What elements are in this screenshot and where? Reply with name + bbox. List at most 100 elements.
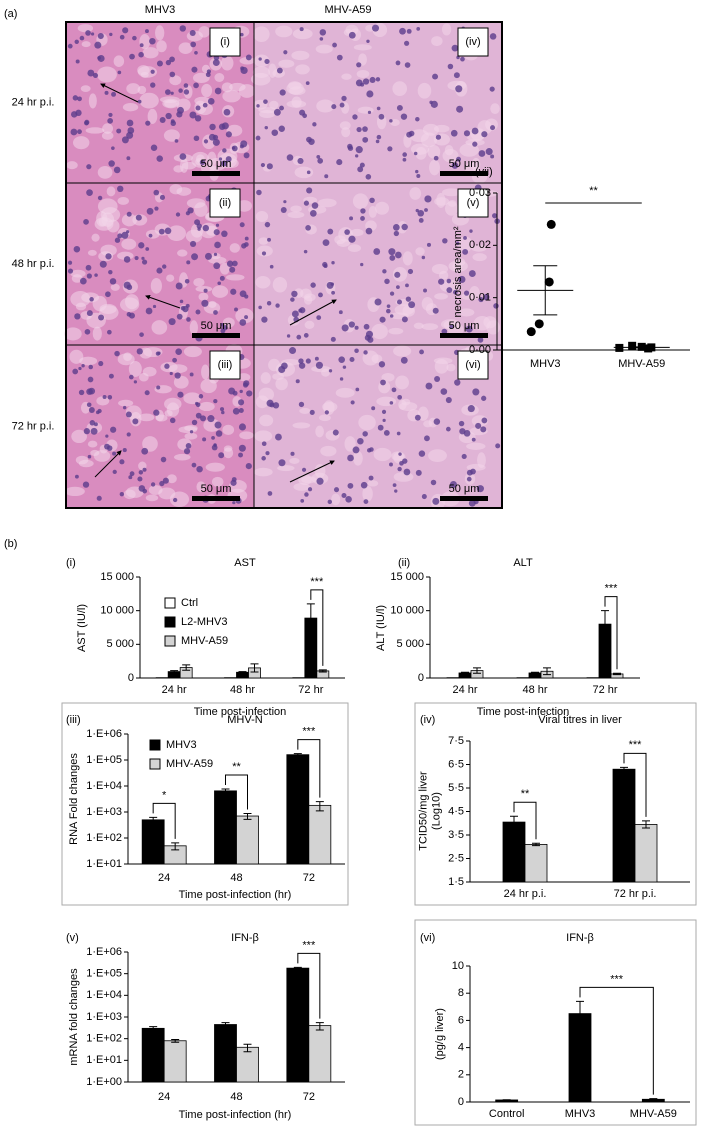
row-label: 24 hr p.i. (12, 96, 55, 108)
nucleus (87, 376, 94, 383)
nucleus (77, 96, 82, 102)
cell-label-box (457, 27, 489, 57)
nucleus (408, 301, 416, 309)
tissue-patch (339, 121, 351, 130)
nucleus (415, 116, 420, 122)
nucleus (318, 292, 323, 298)
tissue-patch (434, 293, 448, 300)
nucleus (212, 138, 220, 146)
nucleus (112, 451, 117, 456)
tissue-patch (286, 82, 304, 95)
nucleus (77, 129, 82, 135)
nucleus (490, 125, 496, 131)
y-tick-label: 2 (458, 1069, 464, 1081)
scale-bar (440, 333, 488, 338)
bar (502, 821, 526, 883)
nucleus (185, 303, 190, 308)
tissue-patch (376, 396, 397, 407)
tissue-patch (64, 327, 82, 341)
nucleus (225, 131, 232, 138)
nucleus (133, 380, 138, 384)
nucleus (245, 463, 252, 470)
nucleus (137, 99, 142, 104)
nucleus (362, 126, 368, 132)
y-tick-label: 0·01 (469, 292, 491, 304)
tissue-patch (421, 296, 434, 311)
nucleus (84, 120, 89, 126)
cell-label-box (457, 350, 489, 380)
nucleus (238, 444, 246, 452)
nucleus (367, 110, 372, 114)
nucleus (433, 418, 441, 425)
y-tick-label: 7·5 (448, 735, 464, 747)
error-bar (502, 1099, 511, 1101)
error-bar (461, 671, 469, 675)
nucleus (349, 356, 355, 362)
nucleus (263, 99, 268, 104)
error-bar (601, 610, 609, 639)
nucleus (85, 30, 91, 36)
y-tick-label: 1·E+06 (86, 946, 122, 958)
nucleus (189, 372, 194, 377)
tissue-patch (92, 326, 102, 341)
legend-swatch (164, 635, 176, 647)
tissue-patch (80, 85, 91, 93)
y-tick-label: 4·5 (448, 805, 464, 817)
tissue-patch (126, 83, 141, 95)
tissue-patch (434, 358, 449, 374)
tissue-patch (358, 414, 376, 431)
tissue-patch (198, 401, 215, 412)
nucleus (128, 475, 133, 480)
nucleus (191, 253, 199, 261)
nucleus (387, 146, 393, 152)
error-bar (576, 1000, 584, 1027)
nucleus (221, 230, 228, 238)
nucleus (383, 429, 390, 436)
nucleus (360, 208, 366, 214)
nucleus (495, 443, 501, 449)
chart-title: MHV-N (227, 714, 263, 726)
tissue-patch (373, 447, 392, 462)
point (546, 219, 556, 229)
nucleus (162, 477, 169, 484)
nucleus (264, 58, 270, 65)
nucleus (378, 361, 386, 368)
nucleus (234, 307, 238, 312)
nucleus (194, 115, 202, 122)
nucleus (195, 412, 202, 419)
tissue-patch (275, 361, 296, 377)
y-axis-label: (Log10) (430, 792, 442, 830)
y-axis-label: AST (IU/l) (76, 604, 88, 652)
nucleus (365, 227, 373, 235)
nucleus (324, 410, 329, 415)
nucleus (481, 417, 488, 424)
nucleus (404, 62, 411, 68)
nucleus (260, 162, 266, 168)
nucleus (258, 57, 262, 61)
nucleus (317, 158, 324, 164)
nucleus (179, 25, 187, 32)
tissue-patch (219, 262, 230, 275)
tissue-patch (159, 96, 180, 103)
nucleus (388, 248, 396, 256)
nucleus (138, 242, 145, 249)
nucleus (485, 148, 493, 156)
significance-label: *** (302, 726, 316, 738)
nucleus (119, 491, 125, 497)
nucleus (261, 316, 268, 323)
tissue-patch (292, 28, 313, 40)
nucleus (158, 228, 165, 235)
nucleus (446, 287, 453, 294)
bar (286, 967, 310, 1083)
error-bar (613, 672, 621, 676)
nucleus (348, 31, 356, 39)
nucleus (365, 174, 372, 180)
tissue-patch (101, 131, 114, 140)
nucleus (374, 298, 382, 306)
nucleus (105, 291, 111, 298)
nucleus (186, 260, 191, 265)
nucleus (111, 146, 115, 150)
y-tick-label: 0 (418, 672, 424, 684)
significance-label: ** (232, 761, 241, 773)
nucleus (89, 297, 94, 302)
